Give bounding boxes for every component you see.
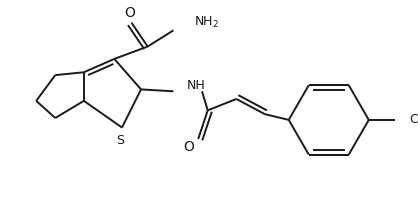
Text: NH: NH — [187, 79, 206, 92]
Text: O: O — [124, 6, 135, 20]
Text: NH$_2$: NH$_2$ — [194, 15, 219, 30]
Text: Cl: Cl — [409, 113, 418, 126]
Text: S: S — [116, 134, 124, 147]
Text: O: O — [183, 140, 194, 154]
